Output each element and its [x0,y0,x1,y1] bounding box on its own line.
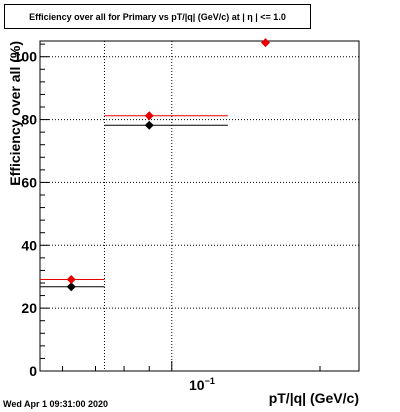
timestamp: Wed Apr 1 09:31:00 2020 [3,399,109,409]
y-axis-title: Efficiency over all (%) [7,41,23,186]
data-point [260,38,270,48]
x-tick-label: 10−1 [189,376,215,393]
data-point [66,282,76,292]
data-point [66,275,76,285]
grid [40,41,359,371]
y-tick-label: 40 [21,237,37,253]
data-point [144,120,154,130]
y-tick-label: 60 [21,174,37,190]
chart-title: Efficiency over all for Primary vs pT/|q… [4,4,311,29]
y-tick-label: 20 [21,300,37,316]
plot-frame [39,40,360,372]
x-tick-exponent: −1 [205,376,215,386]
y-axis: 0 20 40 60 80 100 [14,43,49,379]
chart-title-text: Efficiency over all for Primary vs pT/|q… [29,11,286,22]
data-point [144,111,154,121]
x-tick-base: 10 [189,377,205,393]
x-axis [62,361,321,371]
x-axis-title: pT/|q| (GeV/c) [269,390,359,406]
data-marks [40,38,270,292]
y-tick-label: 0 [29,363,37,379]
y-tick-label: 100 [14,49,38,65]
y-tick-label: 80 [21,112,37,128]
